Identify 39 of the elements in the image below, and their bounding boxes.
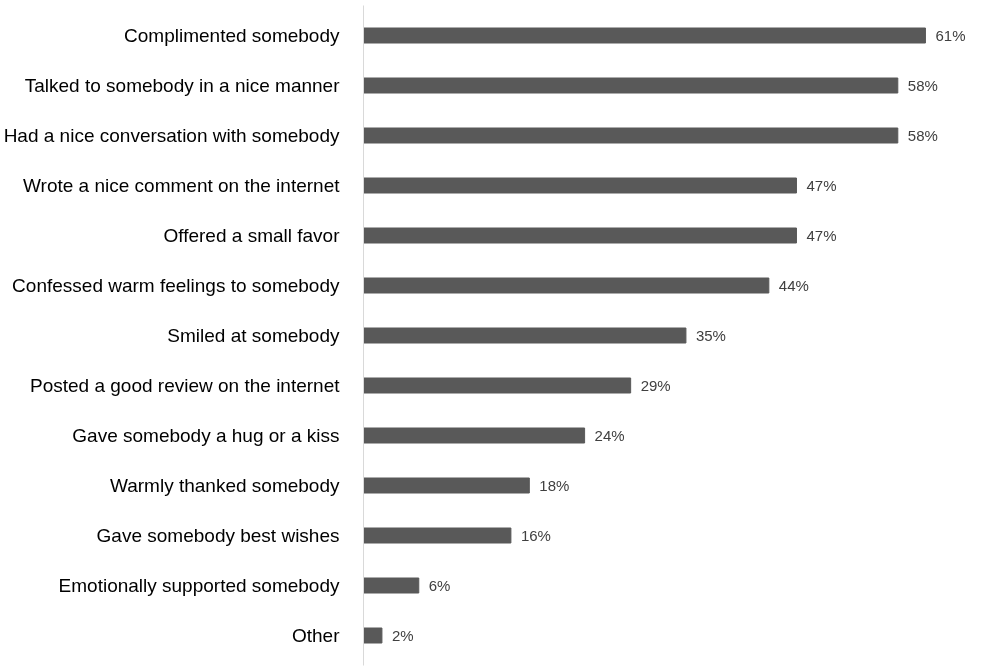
y-tick-label: Gave somebody a hug or a kiss	[72, 425, 340, 446]
y-tick-label: Smiled at somebody	[167, 325, 340, 346]
bar	[363, 277, 770, 294]
y-tick-label: Offered a small favor	[163, 225, 341, 246]
y-tick-label: Confessed warm feelings to somebody	[12, 275, 340, 296]
data-label: 47%	[806, 227, 837, 244]
bar	[363, 627, 383, 644]
bar	[363, 177, 797, 194]
bar	[363, 377, 632, 394]
data-label: 29%	[640, 377, 671, 394]
data-label: 24%	[594, 427, 625, 444]
y-tick-label: Had a nice conversation with somebody	[3, 125, 340, 146]
bar	[363, 577, 420, 594]
data-label: 44%	[778, 277, 809, 294]
bar	[363, 77, 899, 94]
data-label: 16%	[520, 527, 551, 544]
bar	[363, 477, 530, 494]
bar	[363, 427, 586, 444]
y-tick-label: Warmly thanked somebody	[110, 475, 340, 496]
y-tick-label: Other	[291, 625, 341, 646]
data-label: 47%	[806, 177, 837, 194]
y-tick-label: Talked to somebody in a nice manner	[24, 75, 341, 96]
data-label: 61%	[935, 27, 966, 44]
y-tick-label: Gave somebody best wishes	[96, 525, 340, 546]
data-label: 58%	[907, 77, 938, 94]
data-label: 35%	[695, 327, 726, 344]
y-tick-label: Posted a good review on the internet	[30, 375, 341, 396]
data-label: 6%	[428, 577, 451, 594]
bar	[363, 327, 687, 344]
bar	[363, 527, 512, 544]
data-label: 58%	[907, 127, 938, 144]
bar	[363, 227, 797, 244]
data-label: 18%	[539, 477, 570, 494]
bar	[363, 127, 899, 144]
y-tick-label: Complimented somebody	[124, 25, 340, 46]
y-tick-label: Wrote a nice comment on the internet	[23, 175, 341, 196]
y-tick-label: Emotionally supported somebody	[58, 575, 340, 596]
bar	[363, 27, 926, 44]
data-label: 2%	[391, 627, 414, 644]
